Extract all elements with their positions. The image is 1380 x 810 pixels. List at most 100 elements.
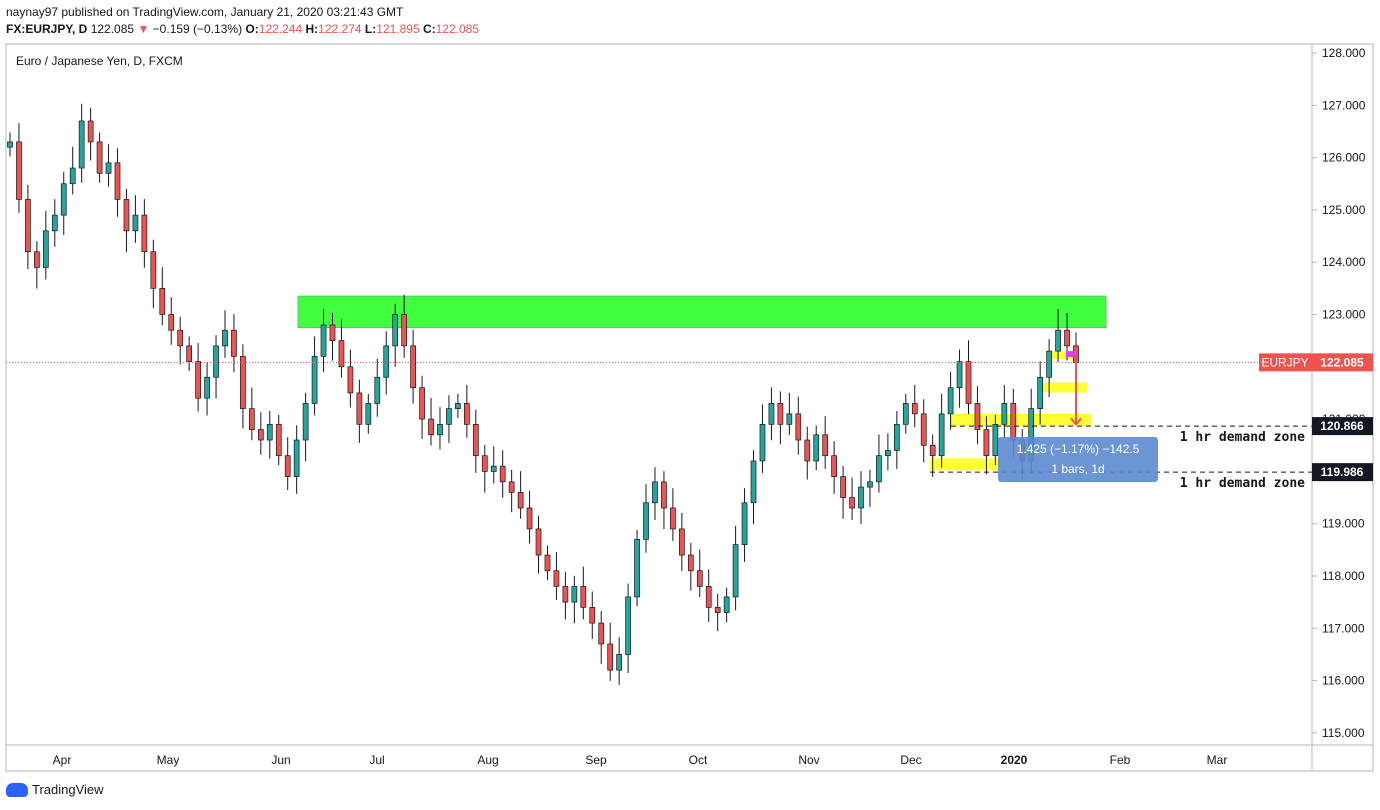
candle bbox=[544, 545, 551, 581]
x-tick-label: May bbox=[157, 753, 180, 767]
candle-body bbox=[526, 507, 533, 530]
candle bbox=[464, 384, 470, 438]
candle bbox=[687, 543, 694, 591]
candle-body bbox=[392, 314, 399, 347]
y-tick-label: 128.000 bbox=[1322, 46, 1366, 60]
candle-body bbox=[275, 423, 282, 457]
level-label-value: 120.866 bbox=[1320, 419, 1364, 433]
candle-body bbox=[96, 141, 103, 174]
candle bbox=[535, 515, 542, 574]
candle-body bbox=[571, 586, 578, 603]
candle-body bbox=[741, 502, 748, 545]
candle bbox=[410, 329, 416, 404]
candle-body bbox=[499, 465, 506, 483]
low-value: 121.895 bbox=[376, 22, 420, 36]
candle-body bbox=[678, 528, 685, 556]
candle bbox=[275, 414, 282, 466]
candle bbox=[213, 335, 219, 399]
candle-body bbox=[428, 418, 434, 436]
candle-body bbox=[696, 570, 703, 587]
candle-body bbox=[544, 554, 551, 572]
candle bbox=[401, 294, 408, 358]
x-tick-label: Nov bbox=[798, 753, 819, 767]
candle-body bbox=[804, 439, 811, 462]
open-label: O: bbox=[245, 22, 259, 36]
candle bbox=[60, 171, 67, 236]
high-value: 122.274 bbox=[318, 22, 362, 36]
candle bbox=[974, 386, 981, 445]
candle bbox=[678, 512, 685, 572]
candle bbox=[902, 393, 909, 434]
candle bbox=[1037, 361, 1044, 425]
candle-body bbox=[670, 507, 676, 530]
measure-line2: 1 bars, 1d bbox=[1051, 462, 1104, 476]
candle-body bbox=[1001, 403, 1008, 425]
tradingview-cloud-icon bbox=[6, 782, 28, 797]
candle-body bbox=[795, 413, 802, 441]
candle-body bbox=[867, 481, 873, 488]
candle bbox=[1001, 384, 1008, 438]
candle-body bbox=[356, 392, 363, 425]
y-tick-label: 119.000 bbox=[1322, 517, 1365, 531]
candle-body bbox=[598, 622, 605, 645]
x-tick-label: 2020 bbox=[1001, 753, 1028, 767]
candle bbox=[858, 471, 864, 524]
publisher-line: naynay97 published on TradingView.com, J… bbox=[6, 5, 404, 19]
measure-start-marker bbox=[1066, 351, 1076, 358]
candle-body bbox=[616, 654, 622, 671]
high-label: H: bbox=[305, 22, 319, 36]
candle-body bbox=[437, 423, 443, 436]
candle bbox=[34, 241, 40, 289]
candle bbox=[840, 465, 846, 519]
candle bbox=[302, 392, 309, 462]
x-tick-label: Feb bbox=[1110, 753, 1131, 767]
candle-body bbox=[132, 214, 139, 232]
candle-body bbox=[589, 607, 596, 624]
candle bbox=[822, 416, 829, 470]
candle-body bbox=[813, 434, 820, 462]
candle-body bbox=[338, 340, 345, 368]
candle bbox=[159, 267, 166, 326]
candle-body bbox=[7, 141, 13, 148]
candle bbox=[723, 587, 730, 623]
candle-body bbox=[302, 403, 309, 441]
candle-body bbox=[347, 366, 354, 394]
candle bbox=[114, 148, 121, 217]
candle bbox=[777, 391, 784, 445]
x-tick-label: Oct bbox=[689, 753, 708, 767]
y-tick-label: 116.000 bbox=[1322, 674, 1365, 688]
overlay-annotations: EURJPY 122.085 1 hr demand zone 120.866 1 hr… bbox=[6, 351, 1373, 491]
candle-body bbox=[383, 345, 390, 378]
candle-body bbox=[553, 570, 560, 587]
candle-body bbox=[249, 408, 255, 430]
candle bbox=[759, 404, 766, 473]
candle bbox=[222, 310, 228, 358]
candle bbox=[419, 375, 425, 439]
x-tick-label: Mar bbox=[1207, 753, 1228, 767]
candle-body bbox=[508, 481, 515, 493]
x-tick-label: Dec bbox=[900, 753, 921, 767]
candle bbox=[992, 414, 999, 466]
annotation-zones bbox=[297, 295, 1107, 471]
candle bbox=[150, 239, 157, 309]
candle bbox=[320, 309, 327, 373]
candle bbox=[589, 591, 596, 640]
price-label-symbol-bg bbox=[1259, 353, 1312, 372]
candle-body bbox=[911, 403, 918, 415]
candle-body bbox=[1010, 403, 1017, 441]
candle-body bbox=[607, 643, 614, 671]
x-tick-label: Jun bbox=[271, 753, 290, 767]
level-label-bg bbox=[1312, 417, 1373, 436]
candle bbox=[42, 210, 49, 280]
candle bbox=[78, 103, 85, 183]
candle bbox=[338, 319, 345, 378]
candle bbox=[437, 407, 443, 450]
candle bbox=[849, 477, 855, 521]
candle-body bbox=[51, 214, 58, 232]
candle-body bbox=[580, 586, 587, 608]
candle-body bbox=[1046, 350, 1052, 378]
candle bbox=[490, 446, 497, 484]
candle bbox=[598, 611, 605, 664]
measure-line1: 1.425 (−1.17%) −142.5 bbox=[1017, 442, 1140, 456]
